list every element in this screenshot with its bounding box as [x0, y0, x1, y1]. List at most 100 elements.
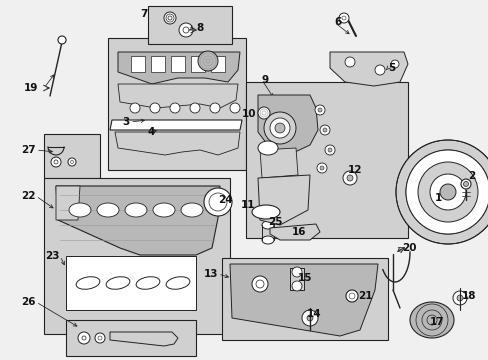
- Polygon shape: [269, 224, 319, 240]
- Text: 23: 23: [45, 251, 60, 261]
- Ellipse shape: [97, 203, 119, 217]
- Circle shape: [460, 179, 470, 189]
- Circle shape: [68, 158, 76, 166]
- Circle shape: [302, 310, 317, 326]
- Ellipse shape: [106, 277, 130, 289]
- Polygon shape: [258, 175, 309, 225]
- Text: 1: 1: [434, 193, 441, 203]
- Circle shape: [179, 23, 193, 37]
- Ellipse shape: [166, 277, 189, 289]
- Bar: [108, 38, 245, 170]
- Ellipse shape: [76, 277, 100, 289]
- Circle shape: [78, 332, 90, 344]
- Bar: [148, 6, 231, 44]
- Ellipse shape: [153, 203, 175, 217]
- Circle shape: [429, 174, 465, 210]
- Text: 25: 25: [267, 217, 282, 227]
- Bar: [66, 256, 196, 310]
- Circle shape: [264, 112, 295, 144]
- Circle shape: [58, 36, 66, 44]
- Circle shape: [258, 107, 269, 119]
- Circle shape: [325, 145, 334, 155]
- Ellipse shape: [251, 205, 280, 219]
- Text: 9: 9: [262, 75, 268, 85]
- Polygon shape: [115, 132, 240, 155]
- Circle shape: [439, 184, 455, 200]
- Circle shape: [346, 175, 352, 181]
- Polygon shape: [118, 84, 238, 108]
- Circle shape: [463, 181, 468, 186]
- Circle shape: [269, 118, 289, 138]
- Circle shape: [190, 103, 200, 113]
- Circle shape: [306, 315, 312, 321]
- Circle shape: [150, 103, 160, 113]
- Circle shape: [130, 103, 140, 113]
- Circle shape: [338, 13, 348, 23]
- Circle shape: [229, 103, 240, 113]
- Ellipse shape: [69, 203, 91, 217]
- Circle shape: [317, 108, 321, 112]
- Bar: [289, 268, 304, 290]
- Circle shape: [163, 12, 176, 24]
- Circle shape: [374, 65, 384, 75]
- Polygon shape: [260, 148, 297, 178]
- Ellipse shape: [258, 141, 278, 155]
- Circle shape: [346, 290, 357, 302]
- Circle shape: [51, 157, 61, 167]
- Bar: [151, 56, 164, 72]
- Text: 2: 2: [467, 171, 474, 181]
- Ellipse shape: [136, 277, 160, 289]
- Circle shape: [390, 60, 398, 68]
- Text: 15: 15: [297, 273, 312, 283]
- Text: 6: 6: [333, 17, 341, 27]
- Text: 8: 8: [196, 23, 203, 33]
- Text: 13: 13: [203, 269, 218, 279]
- Polygon shape: [409, 302, 453, 338]
- Bar: [171, 56, 184, 72]
- Circle shape: [417, 162, 477, 222]
- Bar: [44, 134, 100, 178]
- Ellipse shape: [262, 236, 273, 244]
- Circle shape: [319, 125, 329, 135]
- Ellipse shape: [262, 221, 273, 229]
- Polygon shape: [56, 186, 80, 220]
- Polygon shape: [110, 332, 178, 346]
- Bar: [210, 56, 224, 72]
- Polygon shape: [56, 186, 220, 255]
- Circle shape: [323, 128, 326, 132]
- Circle shape: [251, 276, 267, 292]
- Circle shape: [314, 105, 325, 115]
- Text: 5: 5: [387, 63, 394, 73]
- Circle shape: [274, 123, 285, 133]
- Bar: [66, 320, 196, 356]
- Circle shape: [209, 103, 220, 113]
- Circle shape: [395, 140, 488, 244]
- Text: 24: 24: [218, 195, 232, 205]
- Circle shape: [345, 57, 354, 67]
- Text: 14: 14: [306, 309, 321, 319]
- Text: 16: 16: [291, 227, 306, 237]
- Polygon shape: [110, 120, 242, 130]
- Text: 17: 17: [429, 317, 444, 327]
- Circle shape: [170, 103, 180, 113]
- Text: 21: 21: [357, 291, 372, 301]
- Text: 11: 11: [240, 200, 254, 210]
- Ellipse shape: [125, 203, 147, 217]
- Bar: [245, 82, 407, 238]
- Text: 10: 10: [241, 109, 256, 119]
- Text: 27: 27: [21, 145, 36, 155]
- Circle shape: [327, 148, 331, 152]
- Polygon shape: [118, 52, 240, 84]
- Circle shape: [291, 267, 302, 277]
- Circle shape: [452, 291, 466, 305]
- Circle shape: [405, 150, 488, 234]
- Text: 7: 7: [141, 9, 148, 19]
- Polygon shape: [329, 52, 407, 86]
- Text: 4: 4: [148, 127, 155, 137]
- Ellipse shape: [181, 203, 203, 217]
- Text: 26: 26: [21, 297, 36, 307]
- Text: 22: 22: [21, 191, 36, 201]
- Bar: [222, 258, 387, 340]
- Circle shape: [456, 295, 462, 301]
- Circle shape: [203, 188, 231, 216]
